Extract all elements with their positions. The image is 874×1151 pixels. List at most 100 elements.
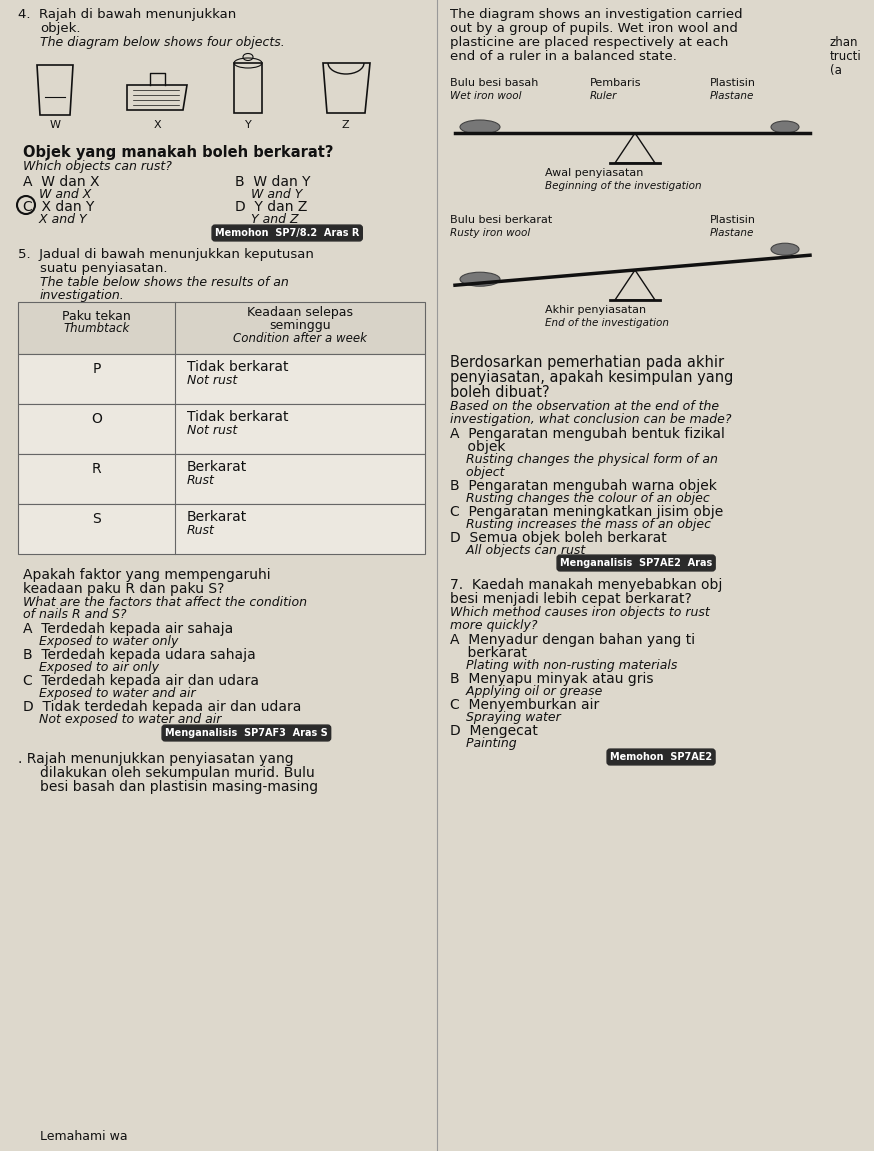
- Text: more quickly?: more quickly?: [450, 619, 538, 632]
- Text: X: X: [153, 120, 161, 130]
- Text: Bulu besi berkarat: Bulu besi berkarat: [450, 215, 552, 224]
- Text: Plating with non-rusting materials: Plating with non-rusting materials: [450, 660, 677, 672]
- Text: O: O: [91, 412, 102, 426]
- Text: S: S: [92, 512, 101, 526]
- Text: Bulu besi basah: Bulu besi basah: [450, 78, 538, 87]
- Text: Tidak berkarat: Tidak berkarat: [187, 360, 288, 374]
- Text: D  Tidak terdedah kepada air dan udara: D Tidak terdedah kepada air dan udara: [23, 700, 302, 714]
- Text: keadaan paku R dan paku S?: keadaan paku R dan paku S?: [23, 582, 225, 596]
- Text: Which method causes iron objects to rust: Which method causes iron objects to rust: [450, 605, 710, 619]
- Text: Applying oil or grease: Applying oil or grease: [450, 685, 602, 698]
- Bar: [18, 302, 425, 355]
- Text: C  Pengaratan meningkatkan jisim obje: C Pengaratan meningkatkan jisim obje: [450, 505, 724, 519]
- Text: A  Terdedah kepada air sahaja: A Terdedah kepada air sahaja: [23, 622, 233, 637]
- Text: objek: objek: [450, 440, 505, 453]
- Text: Rusting changes the physical form of an: Rusting changes the physical form of an: [450, 453, 718, 466]
- Text: Menganalisis  SP7AE2  Aras: Menganalisis SP7AE2 Aras: [560, 558, 712, 567]
- Text: D  Semua objek boleh berkarat: D Semua objek boleh berkarat: [450, 531, 667, 546]
- Text: Paku tekan: Paku tekan: [62, 310, 131, 323]
- Text: Plastisin: Plastisin: [710, 78, 756, 87]
- Text: Keadaan selepas: Keadaan selepas: [247, 306, 353, 319]
- Text: X and Y: X and Y: [23, 213, 87, 226]
- Text: Based on the observation at the end of the: Based on the observation at the end of t…: [450, 401, 719, 413]
- Text: Rusting increases the mass of an objec: Rusting increases the mass of an objec: [450, 518, 711, 531]
- Text: suatu penyiasatan.: suatu penyiasatan.: [40, 262, 168, 275]
- Bar: [18, 404, 425, 453]
- Bar: [18, 453, 425, 504]
- Text: Tidak berkarat: Tidak berkarat: [187, 410, 288, 424]
- Text: 7.  Kaedah manakah menyebabkan obj: 7. Kaedah manakah menyebabkan obj: [450, 578, 723, 592]
- Text: Not rust: Not rust: [187, 424, 237, 437]
- Text: Pembaris: Pembaris: [590, 78, 642, 87]
- Text: Plastane: Plastane: [710, 228, 754, 238]
- Text: Berdosarkan pemerhatian pada akhir: Berdosarkan pemerhatian pada akhir: [450, 355, 725, 369]
- Text: besi basah dan plastisin masing-masing: besi basah dan plastisin masing-masing: [40, 780, 318, 794]
- Text: A  Pengaratan mengubah bentuk fizikal: A Pengaratan mengubah bentuk fizikal: [450, 427, 725, 441]
- Bar: [18, 355, 425, 404]
- Text: investigation.: investigation.: [40, 289, 125, 302]
- Text: B  Menyapu minyak atau gris: B Menyapu minyak atau gris: [450, 672, 654, 686]
- Text: Apakah faktor yang mempengaruhi: Apakah faktor yang mempengaruhi: [23, 567, 271, 582]
- Text: Beginning of the investigation: Beginning of the investigation: [545, 181, 702, 191]
- Text: Rusting changes the colour of an objec: Rusting changes the colour of an objec: [450, 491, 710, 505]
- Text: Awal penyiasatan: Awal penyiasatan: [545, 168, 643, 178]
- Text: Lemahami wa: Lemahami wa: [40, 1130, 128, 1143]
- Ellipse shape: [460, 120, 500, 134]
- Text: tructi: tructi: [830, 49, 862, 63]
- Text: berkarat: berkarat: [450, 646, 527, 660]
- Text: D  Mengecat: D Mengecat: [450, 724, 538, 738]
- Text: of nails R and S?: of nails R and S?: [23, 608, 127, 622]
- Text: Exposed to water only: Exposed to water only: [23, 635, 178, 648]
- Text: Rust: Rust: [187, 524, 215, 538]
- Text: All objects can rust: All objects can rust: [450, 544, 586, 557]
- Text: Berkarat: Berkarat: [187, 510, 247, 524]
- Text: Y: Y: [245, 120, 252, 130]
- Text: Thumbtack: Thumbtack: [64, 322, 129, 335]
- Text: W and Y: W and Y: [235, 188, 302, 201]
- Text: Memohon  SP7AE2: Memohon SP7AE2: [610, 752, 712, 762]
- Text: What are the factors that affect the condition: What are the factors that affect the con…: [23, 596, 307, 609]
- Text: Rust: Rust: [187, 474, 215, 487]
- Text: objek.: objek.: [40, 22, 80, 35]
- Text: B  Terdedah kepada udara sahaja: B Terdedah kepada udara sahaja: [23, 648, 256, 662]
- Text: end of a ruler in a balanced state.: end of a ruler in a balanced state.: [450, 49, 676, 63]
- Bar: [18, 504, 425, 554]
- Text: The table below shows the results of an: The table below shows the results of an: [40, 276, 288, 289]
- Text: investigation, what conclusion can be made?: investigation, what conclusion can be ma…: [450, 413, 732, 426]
- Text: The diagram below shows four objects.: The diagram below shows four objects.: [40, 36, 285, 49]
- Text: Plastisin: Plastisin: [710, 215, 756, 224]
- Text: P: P: [93, 363, 101, 376]
- Text: out by a group of pupils. Wet iron wool and: out by a group of pupils. Wet iron wool …: [450, 22, 738, 35]
- Text: Painting: Painting: [450, 737, 517, 750]
- Text: Which objects can rust?: Which objects can rust?: [23, 160, 172, 173]
- Text: End of the investigation: End of the investigation: [545, 318, 669, 328]
- Text: C  X dan Y: C X dan Y: [23, 200, 94, 214]
- Text: dilakukan oleh sekumpulan murid. Bulu: dilakukan oleh sekumpulan murid. Bulu: [40, 767, 315, 780]
- Text: Akhir penyiasatan: Akhir penyiasatan: [545, 305, 646, 315]
- Text: . Rajah menunjukkan penyiasatan yang: . Rajah menunjukkan penyiasatan yang: [18, 752, 294, 767]
- Text: object: object: [450, 466, 504, 479]
- Text: Wet iron wool: Wet iron wool: [450, 91, 522, 101]
- Text: Y and Z: Y and Z: [235, 213, 299, 226]
- Text: Memohon  SP7/8.2  Aras R: Memohon SP7/8.2 Aras R: [215, 228, 359, 238]
- Text: Plastane: Plastane: [710, 91, 754, 101]
- Ellipse shape: [771, 243, 799, 256]
- Text: 4.  Rajah di bawah menunjukkan: 4. Rajah di bawah menunjukkan: [18, 8, 236, 21]
- Ellipse shape: [771, 121, 799, 134]
- Text: B  W dan Y: B W dan Y: [235, 175, 310, 189]
- Text: D  Y dan Z: D Y dan Z: [235, 200, 308, 214]
- Text: A  W dan X: A W dan X: [23, 175, 100, 189]
- Text: Exposed to water and air: Exposed to water and air: [23, 687, 196, 700]
- Text: Spraying water: Spraying water: [450, 711, 561, 724]
- Text: besi menjadi lebih cepat berkarat?: besi menjadi lebih cepat berkarat?: [450, 592, 691, 605]
- Text: Not exposed to water and air: Not exposed to water and air: [23, 712, 221, 726]
- Ellipse shape: [460, 272, 500, 287]
- Text: The diagram shows an investigation carried: The diagram shows an investigation carri…: [450, 8, 743, 21]
- Text: W: W: [50, 120, 60, 130]
- Text: C  Menyemburkan air: C Menyemburkan air: [450, 698, 600, 712]
- Text: C  Terdedah kepada air dan udara: C Terdedah kepada air dan udara: [23, 674, 259, 688]
- Text: A  Menyadur dengan bahan yang ti: A Menyadur dengan bahan yang ti: [450, 633, 695, 647]
- Text: Menganalisis  SP7AF3  Aras S: Menganalisis SP7AF3 Aras S: [165, 727, 328, 738]
- Text: 5.  Jadual di bawah menunjukkan keputusan: 5. Jadual di bawah menunjukkan keputusan: [18, 247, 314, 261]
- Text: Exposed to air only: Exposed to air only: [23, 661, 159, 674]
